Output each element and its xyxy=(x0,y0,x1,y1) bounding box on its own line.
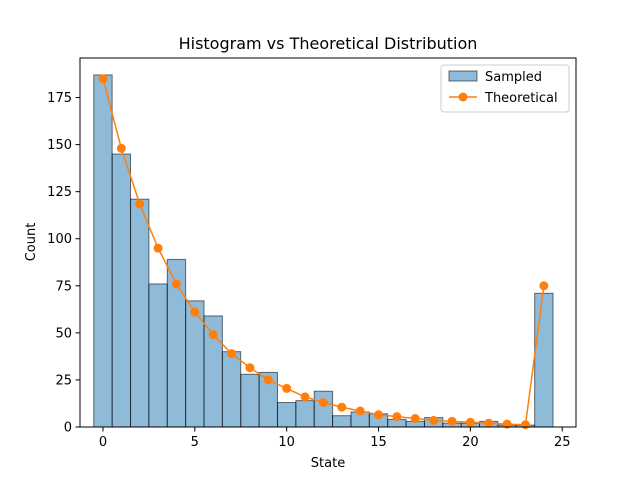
plot-area xyxy=(93,74,554,430)
theoretical-point xyxy=(208,330,218,340)
y-tick-label: 125 xyxy=(47,185,72,200)
legend-label-sampled: Sampled xyxy=(485,70,542,85)
bar xyxy=(93,74,113,428)
theoretical-point xyxy=(98,74,108,84)
x-tick-label: 20 xyxy=(462,435,479,450)
x-tick-label: 15 xyxy=(370,435,387,450)
legend-marker-theoretical xyxy=(458,92,468,102)
theoretical-point xyxy=(484,418,494,428)
theoretical-point xyxy=(282,383,292,393)
y-tick-label: 0 xyxy=(64,421,72,436)
theoretical-point xyxy=(263,375,273,385)
legend-label-theoretical: Theoretical xyxy=(484,91,558,106)
theoretical-point xyxy=(318,398,328,408)
bar xyxy=(148,283,168,428)
theoretical-point xyxy=(465,417,475,427)
y-tick-label: 175 xyxy=(47,91,72,106)
bar xyxy=(534,292,554,428)
theoretical-point xyxy=(116,143,126,153)
theoretical-point xyxy=(227,349,237,359)
bar xyxy=(111,153,132,428)
y-tick-label: 25 xyxy=(55,373,72,388)
bar xyxy=(240,373,260,428)
x-tick-label: 0 xyxy=(99,435,107,450)
theoretical-point xyxy=(245,363,255,373)
theoretical-point xyxy=(190,307,200,317)
legend: Sampled Theoretical xyxy=(440,64,570,113)
y-tick-label: 100 xyxy=(47,232,72,247)
y-axis-title: Count xyxy=(24,223,39,262)
axes: 0 5 10 15 20 25 0 25 50 75 100 125 150 175 xyxy=(47,57,577,450)
theoretical-point xyxy=(171,279,181,289)
bar xyxy=(276,402,297,428)
theoretical-point xyxy=(502,419,512,429)
bar xyxy=(295,400,315,428)
bar xyxy=(130,198,150,428)
theoretical-point xyxy=(392,412,402,422)
theoretical-point xyxy=(410,414,420,424)
theoretical-point xyxy=(337,402,347,412)
bar xyxy=(221,351,242,428)
theoretical-point xyxy=(447,416,457,426)
theoretical-point xyxy=(135,199,145,209)
y-tick-label: 150 xyxy=(47,138,72,153)
x-axis-title: State xyxy=(311,456,345,471)
theoretical-point xyxy=(429,415,439,425)
bar xyxy=(332,415,352,428)
x-tick-label: 10 xyxy=(278,435,295,450)
theoretical-point xyxy=(153,243,163,253)
bar xyxy=(313,390,334,428)
theoretical-point xyxy=(355,406,365,416)
theoretical-point xyxy=(520,420,530,430)
chart-title: Histogram vs Theoretical Distribution xyxy=(179,34,478,53)
theoretical-point xyxy=(539,281,549,291)
y-tick-label: 50 xyxy=(55,326,72,341)
theoretical-point xyxy=(300,392,310,402)
y-tick-label: 75 xyxy=(55,279,72,294)
theoretical-point xyxy=(374,410,384,420)
x-tick-label: 25 xyxy=(554,435,571,450)
x-tick-label: 5 xyxy=(191,435,199,450)
axes-frame xyxy=(79,57,577,428)
legend-swatch-sampled xyxy=(448,70,478,82)
